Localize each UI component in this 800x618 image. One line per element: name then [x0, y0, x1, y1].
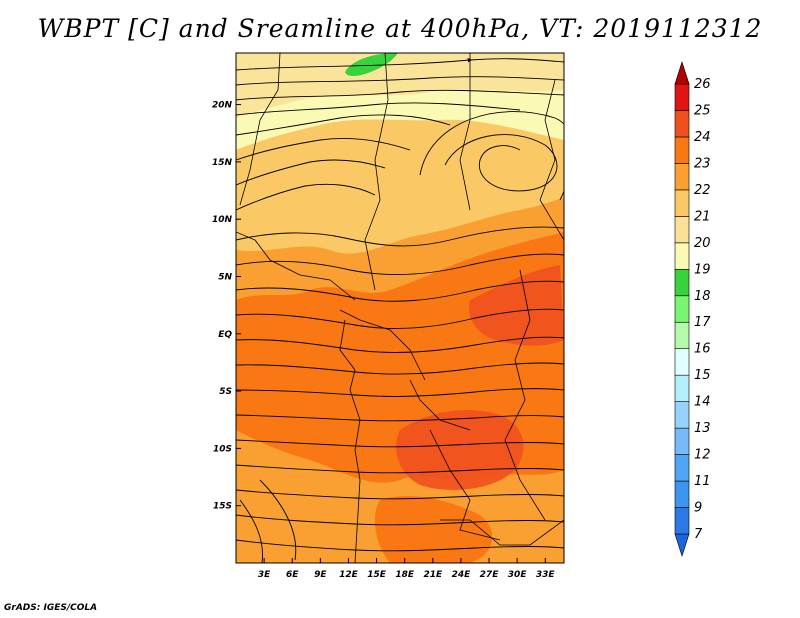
- colorbar-label: 14: [694, 395, 711, 410]
- shaded-field: [236, 53, 564, 563]
- colorbar-swatch: [674, 189, 690, 217]
- country-borders: [236, 53, 564, 563]
- x-tick-label: 27E: [480, 570, 500, 580]
- colorbar-label: 9: [694, 501, 702, 516]
- colorbar-label: 22: [694, 183, 711, 198]
- colorbar-label: 11: [694, 474, 711, 489]
- y-tick-label: 10S: [213, 444, 232, 454]
- colorbar-swatch: [674, 163, 690, 191]
- y-tick-label: 10N: [212, 215, 233, 225]
- colorbar: 7 9 11 12 13 14 15 16 17 18 19 20 21 22 23 24 25 26: [674, 61, 711, 557]
- x-tick-label: 30E: [508, 570, 528, 580]
- x-tick-label: 9E: [314, 570, 327, 580]
- colorbar-swatch: [674, 480, 690, 508]
- colorbar-label: 13: [694, 421, 711, 436]
- x-tick-label: 12E: [339, 570, 359, 580]
- x-tick-label: 18E: [395, 570, 415, 580]
- plot-frame: [235, 52, 565, 564]
- colorbar-swatch: [674, 507, 690, 535]
- streamlines: [236, 57, 564, 563]
- colorbar-label: 25: [694, 103, 711, 118]
- colorbar-label: 17: [694, 315, 711, 330]
- chart-title: WBPT [C] and Sreamline at 400hPa, VT: 20…: [37, 14, 763, 43]
- credit-label: GrADS: IGES/COLA: [4, 603, 98, 613]
- colorbar-swatch: [674, 242, 690, 270]
- x-tick-label: 24E: [452, 570, 472, 580]
- colorbar-swatch: [674, 295, 690, 323]
- x-tick-label: 21E: [423, 570, 443, 580]
- colorbar-label: 12: [694, 448, 711, 463]
- y-tick-label: 15N: [212, 158, 233, 168]
- x-tick-label: 6E: [286, 570, 299, 580]
- colorbar-label: 24: [694, 130, 711, 145]
- colorbar-label: 23: [694, 156, 711, 171]
- colorbar-label: 21: [694, 209, 711, 224]
- colorbar-label: 19: [694, 262, 711, 277]
- colorbar-swatch: [674, 321, 690, 350]
- colorbar-swatch: [674, 533, 690, 557]
- colorbar-swatch: [674, 83, 690, 111]
- colorbar-swatch: [674, 454, 690, 482]
- colorbar-swatch: [674, 348, 690, 376]
- colorbar-swatch: [674, 61, 690, 85]
- colorbar-swatch: [674, 268, 690, 297]
- colorbar-label: 18: [694, 289, 711, 304]
- colorbar-label: 7: [694, 527, 703, 542]
- y-axis: 20N 15N 10N 5N EQ 5S 10S 15S: [212, 101, 241, 512]
- x-tick-label: 3E: [258, 570, 271, 580]
- x-axis: 3E 6E 9E 12E 15E 18E 21E 24E 27E 30E 33E: [258, 558, 556, 580]
- colorbar-label: 16: [694, 342, 711, 357]
- y-tick-label: EQ: [218, 330, 232, 340]
- y-tick-label: 5N: [218, 272, 232, 282]
- x-tick-label: 33E: [536, 570, 556, 580]
- colorbar-swatch: [674, 136, 690, 164]
- colorbar-label: 26: [694, 77, 711, 92]
- y-tick-label: 20N: [212, 101, 233, 111]
- colorbar-swatch: [674, 110, 690, 138]
- x-tick-label: 15E: [367, 570, 387, 580]
- y-tick-label: 15S: [213, 502, 232, 512]
- colorbar-swatch: [674, 401, 690, 429]
- colorbar-label: 20: [694, 236, 711, 251]
- colorbar-swatch: [674, 216, 690, 244]
- colorbar-label: 15: [694, 368, 711, 383]
- colorbar-swatch: [674, 427, 690, 455]
- colorbar-swatch: [674, 374, 690, 402]
- y-tick-label: 5S: [219, 387, 232, 397]
